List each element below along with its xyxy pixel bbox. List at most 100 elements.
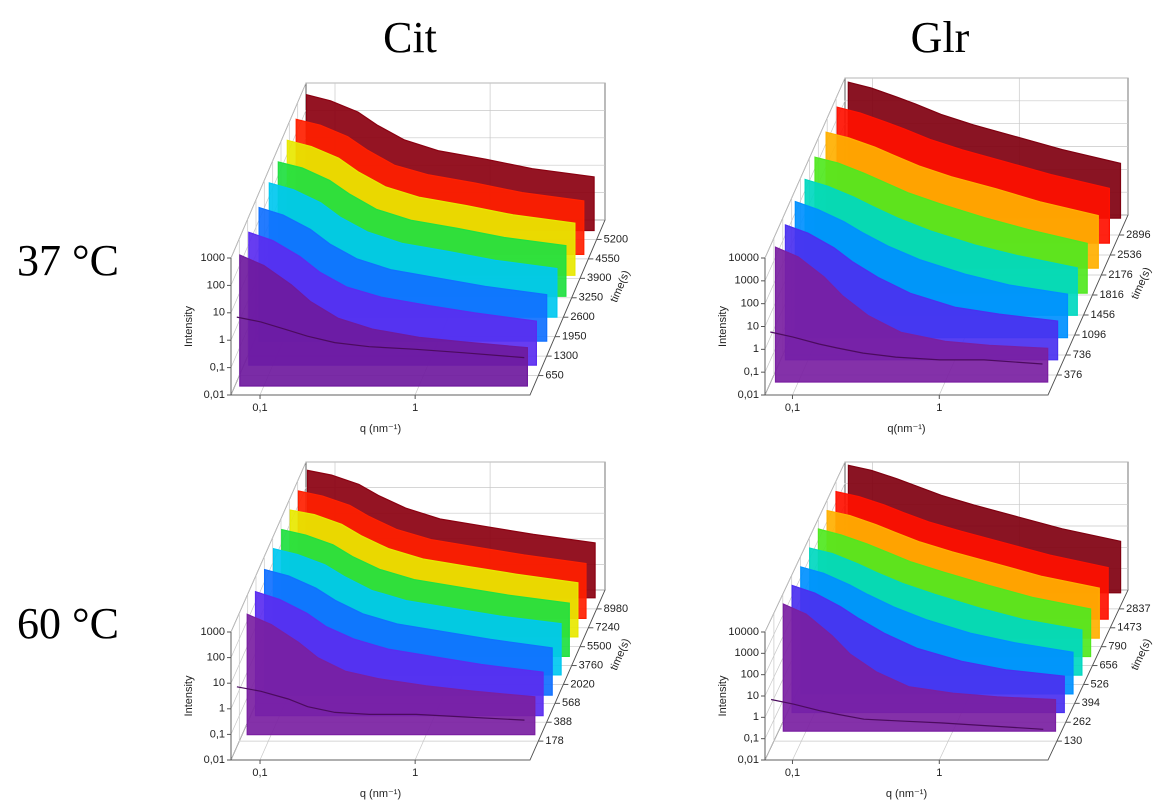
z-tick-label: 2896 — [1126, 229, 1150, 241]
y-tick-label: 0,01 — [204, 754, 225, 766]
z-tick-label: 1473 — [1117, 622, 1141, 634]
y-tick-label: 0,1 — [210, 728, 225, 740]
z-tick-label: 394 — [1082, 697, 1100, 709]
x-tick-label: 0,1 — [252, 402, 267, 414]
z-tick-label: 8980 — [604, 603, 628, 615]
axis-edge — [764, 589, 1129, 761]
series-curve — [782, 603, 1057, 732]
series-curve — [774, 246, 1049, 383]
y-tick-label: 0,01 — [738, 389, 759, 401]
z-tick-label: 2837 — [1126, 603, 1150, 615]
x-axis-label: q(nm⁻¹) — [887, 423, 925, 435]
panel: 0,01 0,1 1 10 100 1000 10000 0,1 1 376 736 1096 1456… — [717, 77, 1154, 435]
column-title: Glr — [911, 13, 970, 62]
x-tick-label: 1 — [936, 402, 942, 414]
y-tick-label: 1000 — [201, 252, 225, 264]
z-tick-label: 5200 — [604, 233, 628, 245]
y-tick-label: 1 — [219, 703, 225, 715]
y-tick-label: 0,01 — [204, 389, 225, 401]
series-curve — [236, 686, 525, 721]
z-tick-label: 2536 — [1117, 249, 1141, 261]
z-axis-label: time(s) — [608, 269, 632, 305]
z-tick-label: 736 — [1073, 349, 1091, 361]
y-tick-label: 10 — [747, 320, 759, 332]
series-curve — [246, 613, 536, 736]
y-tick-label: 1 — [219, 334, 225, 346]
z-tick-label: 568 — [562, 697, 580, 709]
y-tick-label: 100 — [741, 669, 759, 681]
y-tick-label: 0,1 — [744, 733, 759, 745]
axis-edge — [230, 219, 606, 396]
z-tick-label: 526 — [1091, 678, 1109, 690]
y-tick-label: 10000 — [728, 626, 759, 638]
y-tick-label: 1 — [753, 711, 759, 723]
z-tick-label: 5500 — [587, 641, 611, 653]
grid-line — [238, 613, 539, 742]
x-tick-label: 0,1 — [252, 767, 267, 779]
row-label: 60 °C — [17, 599, 119, 648]
column-title: Cit — [383, 13, 437, 62]
y-tick-label: 1000 — [735, 275, 759, 287]
z-tick-label: 3900 — [587, 272, 611, 284]
z-tick-label: 1456 — [1091, 309, 1115, 321]
y-tick-label: 1000 — [735, 647, 759, 659]
row-label: 37 °C — [17, 236, 119, 285]
z-tick-label: 262 — [1073, 716, 1091, 728]
y-tick-label: 10000 — [728, 252, 759, 264]
z-axis-label: time(s) — [608, 637, 633, 673]
panel: 0,01 0,1 1 10 100 1000 0,1 1 650 1300 1950 2600 3250… — [183, 82, 633, 435]
series-curve — [770, 331, 1043, 365]
x-axis-label: q (nm⁻¹) — [886, 788, 927, 800]
series-curve — [770, 698, 1044, 730]
z-tick-label: 1300 — [554, 350, 578, 362]
y-tick-label: 1 — [753, 343, 759, 355]
z-tick-label: 4550 — [595, 253, 619, 265]
axis-edge — [230, 589, 606, 761]
y-tick-label: 10 — [747, 690, 759, 702]
z-tick-label: 376 — [1064, 369, 1082, 381]
z-tick-label: 1816 — [1099, 289, 1123, 301]
x-tick-label: 1 — [412, 767, 418, 779]
grid-line — [230, 82, 605, 259]
y-axis-label: Intensity — [717, 306, 729, 347]
axis-edge — [764, 214, 1129, 396]
y-tick-label: 100 — [207, 279, 225, 291]
y-tick-label: 100 — [741, 298, 759, 310]
x-tick-label: 1 — [936, 767, 942, 779]
y-axis-label: Intensity — [717, 675, 729, 716]
series-curve — [236, 316, 525, 359]
z-tick-label: 1950 — [562, 331, 586, 343]
y-axis-label: Intensity — [183, 675, 195, 716]
series-curve — [239, 254, 528, 387]
x-tick-label: 0,1 — [785, 402, 800, 414]
z-tick-label: 3250 — [579, 292, 603, 304]
y-tick-label: 100 — [207, 652, 225, 664]
z-tick-label: 656 — [1099, 659, 1117, 671]
y-tick-label: 1000 — [201, 626, 225, 638]
z-axis-label: time(s) — [1129, 266, 1154, 302]
x-tick-label: 1 — [412, 402, 418, 414]
z-tick-label: 650 — [545, 369, 563, 381]
y-tick-label: 10 — [213, 307, 225, 319]
x-tick-label: 0,1 — [785, 767, 800, 779]
z-tick-label: 388 — [554, 716, 572, 728]
z-tick-label: 178 — [545, 735, 563, 747]
y-tick-label: 0,01 — [738, 754, 759, 766]
z-tick-label: 1096 — [1082, 329, 1106, 341]
panel: 0,01 0,1 1 10 100 1000 10000 0,1 1 130 262 394 526 65… — [717, 461, 1154, 800]
z-tick-label: 3760 — [579, 659, 603, 671]
grid-line — [773, 613, 1057, 742]
z-tick-label: 130 — [1064, 735, 1082, 747]
z-axis-label: time(s) — [1129, 637, 1154, 673]
z-tick-label: 2600 — [570, 311, 594, 323]
z-tick-label: 790 — [1108, 641, 1126, 653]
panel: 0,01 0,1 1 10 100 1000 0,1 1 178 388 568 2020 3760 55… — [183, 461, 633, 800]
x-axis-label: q (nm⁻¹) — [360, 788, 401, 800]
z-tick-label: 7240 — [595, 622, 619, 634]
y-tick-label: 10 — [213, 677, 225, 689]
y-axis-label: Intensity — [183, 306, 195, 347]
x-axis-label: q (nm⁻¹) — [360, 423, 401, 435]
z-tick-label: 2020 — [570, 678, 594, 690]
z-tick-label: 2176 — [1108, 269, 1132, 281]
